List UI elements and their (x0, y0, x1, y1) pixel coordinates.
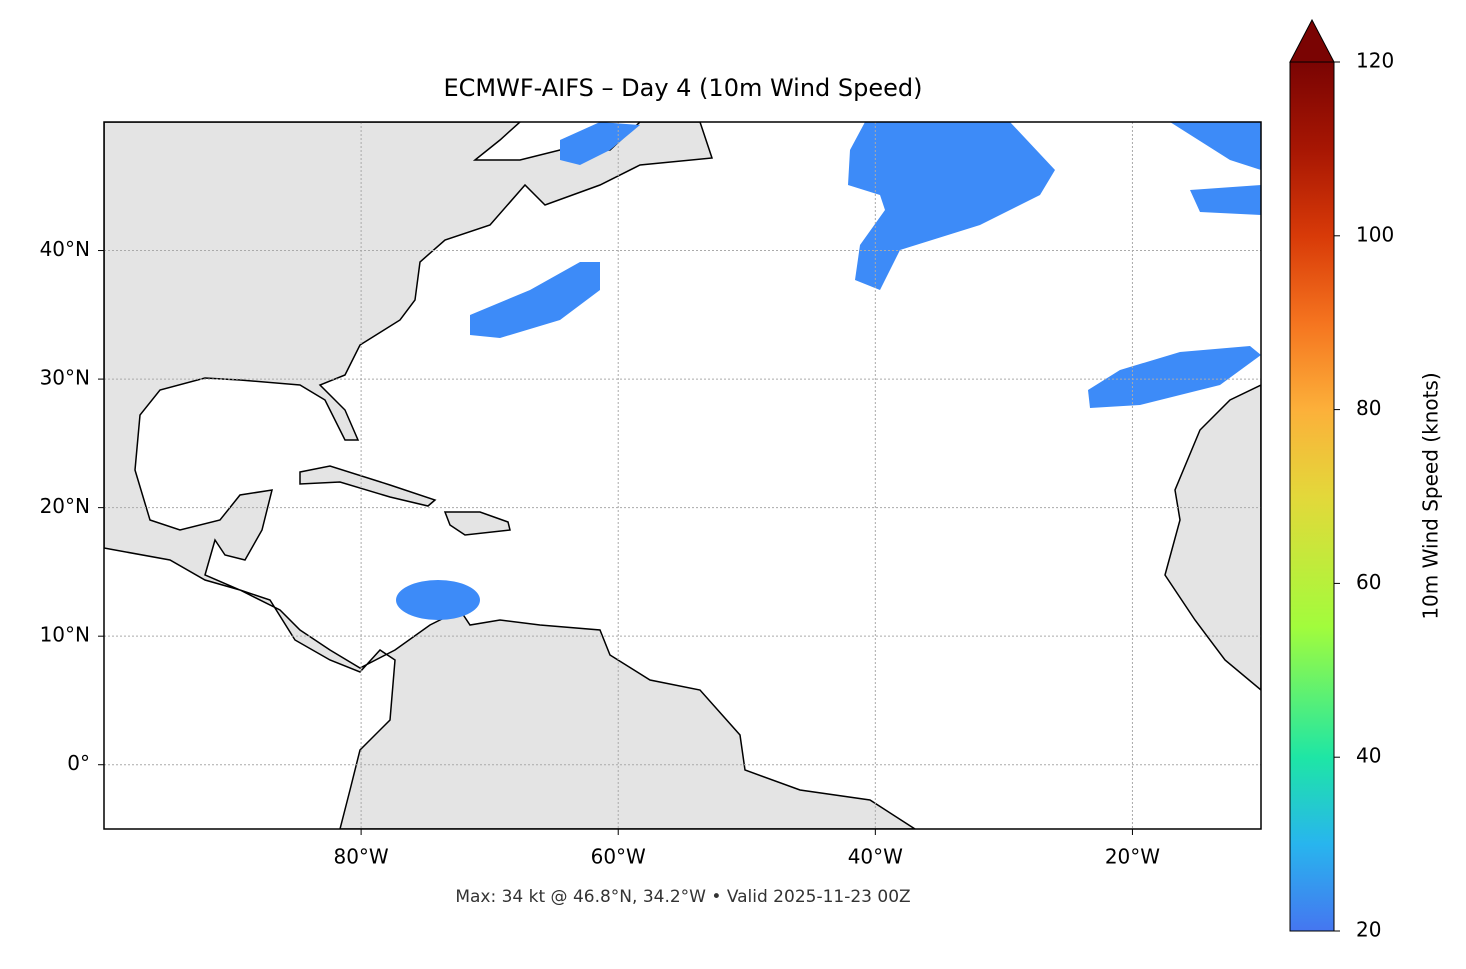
x-tick-label: 20°W (1105, 845, 1160, 869)
colorbar-label: 10m Wind Speed (knots) (1419, 372, 1443, 619)
y-tick-label: 10°N (40, 623, 90, 647)
colorbar-extend (1289, 18, 1335, 63)
colorbar-tick-label: 60 (1356, 570, 1381, 594)
y-tick-label: 0° (67, 751, 90, 775)
colorbar-tick-label: 100 (1356, 222, 1394, 246)
colorbar-tick-label: 40 (1356, 744, 1381, 768)
y-tick-label: 40°N (40, 237, 90, 261)
africa (1164, 384, 1261, 691)
wind-area (1088, 346, 1261, 408)
wind-area (470, 262, 600, 338)
colorbar-tick-label: 80 (1356, 396, 1381, 420)
footer-note: Max: 34 kt @ 46.8°N, 34.2°W • Valid 2025… (455, 887, 910, 907)
colorbar-tick-label: 120 (1356, 49, 1394, 73)
map-frame (103, 121, 1262, 830)
y-tick-label: 30°N (40, 366, 90, 390)
cuba (299, 465, 437, 507)
wind-area (560, 122, 640, 165)
x-tick-label: 60°W (591, 845, 646, 869)
wind-area (396, 580, 480, 620)
hispaniola (443, 511, 511, 536)
x-tick-label: 80°W (333, 845, 388, 869)
americas (104, 122, 917, 829)
x-tick-label: 40°W (848, 845, 903, 869)
colorbar (1289, 61, 1335, 932)
colorbar-tick-label: 20 (1356, 918, 1381, 942)
map-area (104, 122, 1261, 829)
y-tick-label: 20°N (40, 494, 90, 518)
map-title: ECMWF-AIFS – Day 4 (10m Wind Speed) (443, 74, 922, 102)
wind-field (396, 122, 1261, 620)
wind-area (848, 122, 1055, 290)
wind-area (1170, 122, 1261, 215)
